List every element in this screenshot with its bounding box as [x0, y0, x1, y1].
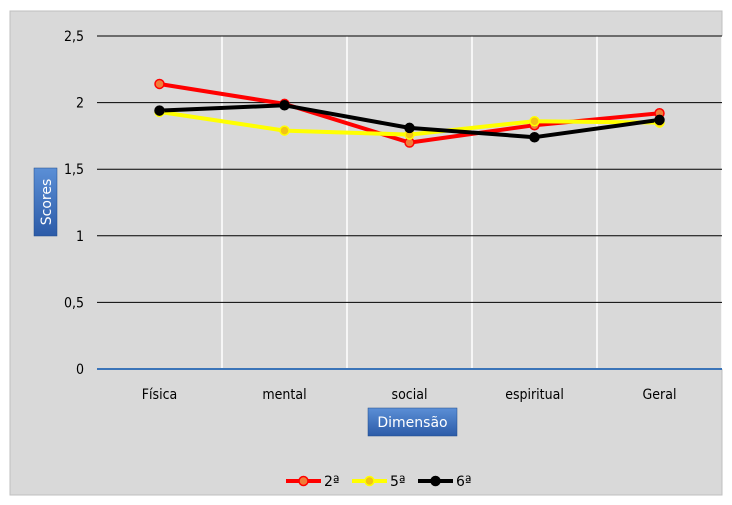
x-axis-tick-labels: Física mental social espiritual Geral	[142, 387, 677, 403]
legend-marker	[298, 475, 309, 487]
legend-label: 5ª	[390, 474, 406, 490]
x-tick-label: Física	[142, 387, 177, 403]
legend: 2ª 5ª 6ª	[286, 474, 472, 490]
y-axis-title-text: Scores	[39, 179, 55, 226]
y-tick-label: 2,5	[64, 29, 84, 45]
y-tick-label: 0,5	[64, 295, 84, 311]
legend-marker	[430, 475, 441, 487]
y-tick-label: 1,5	[64, 162, 84, 178]
series-markers	[154, 78, 665, 148]
legend-label: 2ª	[324, 474, 340, 490]
chart-background	[9, 10, 723, 496]
vertical-gridlines	[221, 36, 723, 369]
x-axis-title-text: Dimensão	[377, 415, 447, 431]
y-tick-label: 0	[76, 362, 84, 378]
data-point	[154, 78, 165, 90]
x-tick-label: social	[392, 387, 428, 403]
data-point	[654, 114, 665, 126]
data-point	[404, 122, 415, 134]
x-tick-label: mental	[262, 387, 306, 403]
legend-label: 6ª	[456, 474, 472, 490]
x-tick-label: Geral	[643, 387, 677, 403]
data-point	[279, 100, 290, 111]
y-axis-title: Scores	[33, 167, 58, 237]
horizontal-gridlines	[97, 35, 722, 303]
x-axis-title: Dimensão	[367, 407, 458, 437]
legend-marker	[364, 475, 375, 487]
y-axis-tick-labels: 0 0,5 1 1,5 2 2,5	[64, 29, 84, 378]
data-point	[529, 131, 540, 143]
y-tick-label: 1	[76, 229, 84, 245]
data-point	[529, 115, 540, 127]
data-point	[154, 105, 165, 116]
y-tick-label: 2	[76, 96, 84, 112]
x-tick-label: espiritual	[505, 387, 564, 403]
data-point	[279, 125, 290, 136]
